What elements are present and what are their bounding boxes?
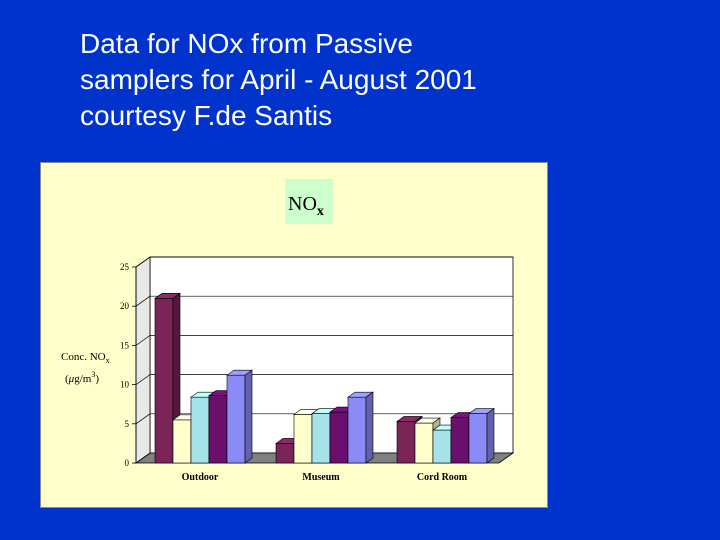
bar: [154, 298, 174, 464]
bar: [347, 396, 367, 464]
y-tick-label: 25: [120, 262, 130, 272]
chart-panel: NOx Conc. NOx (μg/m3) 0 5 10 15 20 25 Outdoor M…: [40, 162, 548, 508]
bar: [311, 413, 331, 464]
slide-title-line-2: samplers for April - August 2001: [80, 64, 477, 95]
bar: [396, 421, 416, 464]
gridline-side: [135, 335, 151, 346]
slide-title-line-1: Data for NOx from Passive: [80, 28, 413, 59]
x-category-label: Outdoor: [182, 472, 219, 483]
x-category-label: Cord Room: [417, 472, 468, 483]
bar: [450, 417, 470, 464]
bar: [414, 422, 434, 464]
y-axis-label-line-2: (μg/m3): [65, 370, 99, 385]
plot-area: 0 5 10 15 20 25 Outdoor Museum Cord Room: [120, 256, 515, 483]
chart-title-box: [285, 179, 333, 224]
plot-side-wall: [135, 256, 151, 464]
y-tick-label: 5: [125, 419, 130, 429]
gridline-side: [135, 256, 151, 268]
bar-side: [486, 408, 495, 464]
bar: [468, 413, 488, 464]
bar-side: [244, 369, 253, 464]
bar-side: [365, 391, 374, 464]
y-tick-label: 15: [120, 340, 130, 350]
nox-chart: NOx Conc. NOx (μg/m3) 0 5 10 15 20 25 Outdoor M…: [61, 179, 515, 483]
bar: [293, 414, 313, 464]
bar: [432, 429, 452, 464]
y-tick-label: 10: [120, 380, 130, 390]
gridline-side: [135, 374, 151, 385]
x-category-label: Museum: [302, 472, 340, 483]
bar: [172, 419, 192, 464]
bar: [226, 374, 246, 464]
bar: [275, 443, 295, 464]
gridline-side: [135, 413, 151, 425]
bar: [208, 395, 228, 464]
y-tick-label: 0: [125, 458, 130, 468]
chart-title: NOx: [288, 193, 324, 219]
y-axis-label-line-1: Conc. NOx: [61, 351, 110, 365]
bar: [329, 411, 349, 464]
slide-title-line-3: courtesy F.de Santis: [80, 100, 333, 131]
bar: [190, 396, 210, 464]
y-tick-label: 20: [120, 301, 130, 311]
slide-title: Data for NOx from Passive samplers for A…: [80, 26, 680, 134]
gridline-side: [135, 295, 151, 307]
